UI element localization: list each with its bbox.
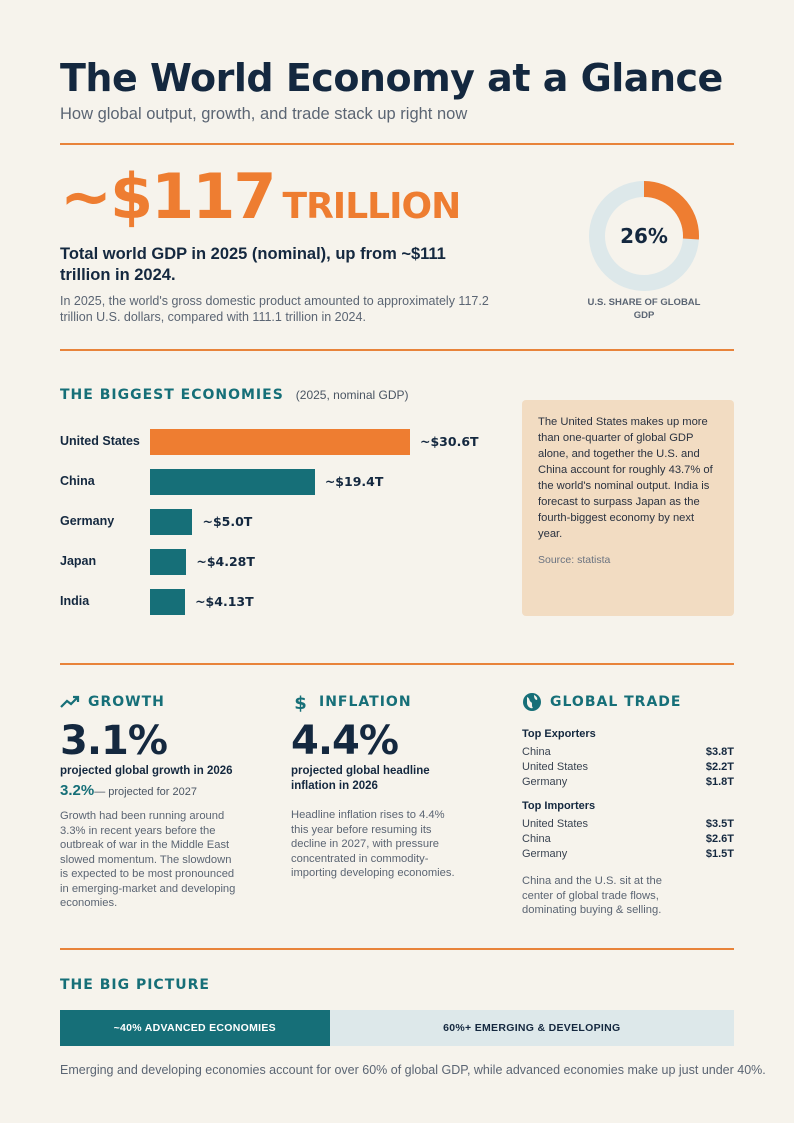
emerging-economies-segment: 60%+ EMERGING & DEVELOPING [329,1010,734,1046]
growth-column: GROWTH 3.1% projected global growth in 2… [60,690,260,911]
economies-heading-text: THE BIGGEST ECONOMIES [60,387,284,403]
trade-value: $1.8T [705,776,734,788]
trade-country: United States [522,818,589,830]
gdp-split-bar: ~40% ADVANCED ECONOMIES 60%+ EMERGING & … [60,1010,734,1046]
bar-category-label: India [60,594,90,608]
bar-value-label: ~$5.0T [202,514,253,529]
trade-note: China and the U.S. sit at the center of … [522,875,662,916]
trade-row: China $3.8T [522,745,734,760]
importers-list: United States $3.5T China $2.6T Germany $1.5T [522,817,734,862]
growth-value: 3.1% [60,718,168,764]
growth-body: Growth had been running around 3.3% in r… [60,810,236,909]
globe-icon [522,692,542,712]
svg-text:$: $ [294,693,308,712]
bar-row: United States ~$30.6T [60,424,500,460]
inflation-heading-text: INFLATION [319,694,412,710]
us-share-label: U.S. SHARE OF GLOBAL GDP [587,297,701,321]
growth-heading-text: GROWTH [88,694,165,710]
trade-row: Germany $1.8T [522,775,734,790]
trade-value: $1.5T [705,848,734,860]
exporters-title: Top Exporters [522,728,596,740]
growth-caption: projected global growth in 2026 [60,765,233,777]
donut-us-share-arc [589,181,699,291]
bar [150,429,410,455]
trade-value: $2.2T [705,761,734,773]
bar [150,469,315,495]
page-subtitle: How global output, growth, and trade sta… [60,105,468,123]
trade-row: Germany $1.5T [522,847,734,862]
us-share-value: 26% [620,224,668,248]
economies-note: (2025, nominal GDP) [295,388,409,402]
page-title: The World Economy at a Glance [60,56,723,100]
trade-heading-text: GLOBAL TRADE [550,694,682,710]
bar-row: Japan ~$4.28T [60,544,500,580]
bar-value-label: ~$30.6T [420,434,479,449]
trade-value: $2.6T [705,833,734,845]
trade-row: China $2.6T [522,832,734,847]
importers-title: Top Importers [522,800,596,812]
bar-value-label: ~$4.13T [195,594,254,609]
bar [150,589,186,615]
bar-row: China ~$19.4T [60,464,500,500]
growth-heading: GROWTH [60,690,260,714]
trade-value: $3.5T [705,818,734,830]
advanced-economies-segment: ~40% ADVANCED ECONOMIES [60,1010,330,1046]
hero-gdp-figure: ~$117 TRILLION [60,160,462,233]
exporters-list: China $3.8T United States $2.2T Germany $1.8T [522,745,734,790]
trade-row: United States $2.2T [522,760,734,775]
big-picture-heading: THE BIG PICTURE [60,977,210,993]
bar-category-label: United States [60,434,140,448]
hero-lead-text: Total world GDP in 2025 (nominal), up fr… [60,245,446,284]
trade-country: Germany [522,848,568,860]
trade-row: United States $3.5T [522,817,734,832]
inflation-caption: projected global headline inflation in 2… [291,765,430,792]
divider [60,143,734,145]
bar-row: India ~$4.13T [60,584,500,620]
trade-heading: GLOBAL TRADE [522,690,734,714]
big-picture-note: Emerging and developing economies accoun… [60,1063,766,1077]
trade-column: GLOBAL TRADE Top Exporters China $3.8T Uni… [522,690,734,918]
divider [60,663,734,665]
hero-gdp-number: ~$117 [60,160,277,233]
bar-value-label: ~$19.4T [324,474,384,489]
growth-projection-text: — projected for 2027 [94,786,197,798]
bar-category-label: China [60,474,95,488]
economies-heading: THE BIGGEST ECONOMIES (2025, nominal GDP) [60,387,409,403]
dollar-icon: $ [291,692,311,712]
bar-row: Germany ~$5.0T [60,504,500,540]
trade-country: China [522,833,551,845]
divider [60,948,734,950]
trade-value: $3.8T [705,746,734,758]
economies-callout: The United States makes up more than one… [522,400,734,616]
divider [60,349,734,351]
trending-up-icon [60,692,80,712]
inflation-column: $ INFLATION 4.4% projected global headli… [291,690,491,881]
bar-value-label: ~$4.28T [196,554,255,569]
us-share-donut [589,181,699,291]
bar-category-label: Japan [60,554,97,568]
economies-bar-chart: United States ~$30.6T China ~$19.4T Germany ~… [60,424,500,624]
callout-text: The United States makes up more than one… [538,416,713,540]
inflation-value: 4.4% [291,718,399,764]
bar-category-label: Germany [60,514,115,528]
infographic-page: The World Economy at a Glance How global… [60,0,766,1123]
trade-country: Germany [522,776,568,788]
bar [150,549,187,575]
trade-country: United States [522,761,589,773]
hero-body-text: In 2025, the world's gross domestic prod… [60,294,489,324]
inflation-body: Headline inflation rises to 4.4% this ye… [291,809,455,879]
inflation-heading: $ INFLATION [291,690,491,714]
trade-country: China [522,746,551,758]
growth-projection-value: 3.2% [60,782,95,799]
growth-projection: 3.2%— projected for 2027 [60,782,260,799]
bar [150,509,193,535]
hero-gdp-unit: TRILLION [282,186,462,227]
callout-source: Source: statista [538,554,611,566]
